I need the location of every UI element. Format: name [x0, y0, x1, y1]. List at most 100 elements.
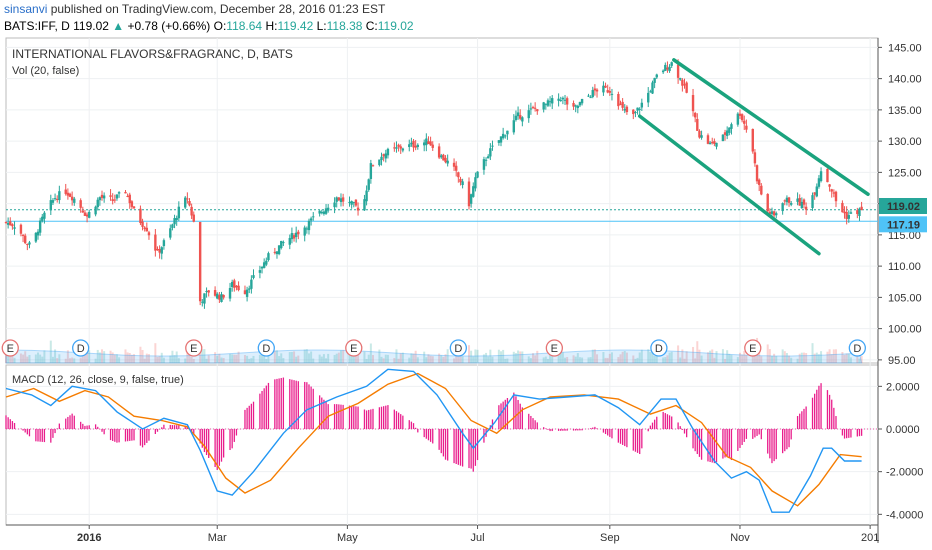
candle-body — [117, 192, 121, 194]
candle-body — [11, 224, 14, 227]
volume-bar — [557, 351, 560, 363]
candle-body — [220, 294, 223, 302]
volume-bar — [103, 351, 106, 363]
candle-body — [828, 184, 831, 187]
candle-body — [565, 98, 569, 105]
candle-body — [531, 107, 535, 109]
volume-bar — [158, 356, 161, 363]
candle-body — [312, 216, 315, 218]
candle-body — [169, 228, 172, 238]
candle-body — [4, 222, 8, 224]
volume-bar — [785, 353, 788, 363]
volume-bar — [581, 357, 584, 363]
volume-bar — [461, 356, 464, 363]
earnings-marker[interactable]: E — [545, 339, 564, 357]
candle-body — [512, 120, 516, 133]
price-tick-label: 110.00 — [888, 261, 921, 273]
volume-bar — [427, 354, 430, 363]
candle-body — [43, 212, 46, 219]
volume-bar — [83, 351, 86, 363]
volume-bar — [115, 354, 118, 363]
event-label: E — [551, 343, 558, 355]
volume-bar — [491, 356, 494, 363]
candle-body — [461, 181, 464, 186]
candle-body — [203, 293, 206, 304]
volume-bar — [474, 349, 477, 363]
event-label: E — [7, 343, 14, 355]
candle-body — [497, 140, 501, 143]
candle-body — [787, 197, 791, 203]
high-value: 119.42 — [277, 19, 314, 33]
volume-bar — [476, 349, 479, 363]
volume-bar — [574, 356, 577, 363]
volume-bar — [546, 358, 549, 363]
volume-bar — [188, 354, 191, 363]
dividend-marker[interactable]: D — [449, 339, 467, 357]
volume-bar — [11, 354, 14, 363]
macd-pane — [5, 364, 879, 526]
event-circle — [345, 339, 363, 357]
volume-bar — [333, 354, 336, 363]
candle-body — [467, 181, 471, 207]
earnings-marker[interactable]: E — [1, 339, 19, 357]
candle-body — [666, 67, 669, 70]
candle-body — [766, 194, 769, 212]
candle-body — [841, 202, 844, 213]
candle-body — [437, 146, 441, 158]
price-chart-title: INTERNATIONAL FLAVORS&FRAGRANC, D, BATS — [12, 47, 293, 61]
volume-bar — [378, 349, 381, 363]
volume-bar — [51, 356, 54, 363]
volume-bar — [711, 349, 714, 363]
candle-body — [440, 155, 443, 158]
candle-body — [245, 289, 249, 297]
candle-body — [111, 199, 114, 201]
candle-body — [770, 211, 774, 215]
candle-body — [429, 141, 432, 146]
volume-bar — [143, 358, 146, 363]
last-price: 119.02 — [73, 19, 109, 33]
candle-body — [192, 214, 195, 222]
earnings-marker[interactable]: E — [345, 339, 363, 357]
volume-bar — [160, 352, 163, 363]
volume-bar — [41, 356, 44, 363]
candle-body — [723, 132, 727, 135]
earnings-marker[interactable]: E — [185, 339, 203, 357]
candle-body — [68, 193, 72, 197]
support-price-tag: 117.19 — [887, 219, 920, 231]
volume-bar — [128, 353, 131, 363]
dividend-marker[interactable]: D — [257, 339, 275, 357]
candle-body — [363, 199, 366, 211]
candle-body — [755, 165, 759, 182]
candle-body — [139, 208, 142, 223]
dividend-marker[interactable]: D — [72, 339, 90, 357]
author-link[interactable]: sinsanvi — [4, 2, 48, 16]
event-label: E — [190, 343, 197, 355]
volume-bar — [706, 352, 709, 363]
volume-bar — [470, 350, 473, 363]
candle-body — [817, 178, 821, 187]
volume-bar — [410, 353, 413, 363]
volume-bar — [679, 357, 682, 363]
candle-body — [843, 211, 846, 214]
volume-bar — [318, 354, 321, 363]
candle-body — [474, 177, 477, 189]
candle-body — [425, 138, 428, 146]
volume-bar — [709, 350, 712, 363]
candle-body — [676, 64, 680, 78]
volume-bar — [847, 353, 850, 363]
dividend-marker[interactable]: D — [848, 339, 866, 357]
candle-body — [815, 186, 818, 197]
earnings-marker[interactable]: E — [744, 339, 762, 357]
macd-line — [5, 368, 862, 513]
volume-bar — [858, 358, 861, 363]
candle-body — [173, 218, 176, 225]
volume-bar — [544, 356, 547, 363]
dividend-marker[interactable]: D — [650, 339, 668, 357]
candle-body — [102, 195, 106, 199]
macd-tick-label: -2.0000 — [886, 467, 923, 479]
volume-bar — [849, 357, 852, 363]
event-circle — [545, 339, 564, 357]
volume-bar — [37, 352, 40, 363]
candle-body — [96, 199, 99, 208]
